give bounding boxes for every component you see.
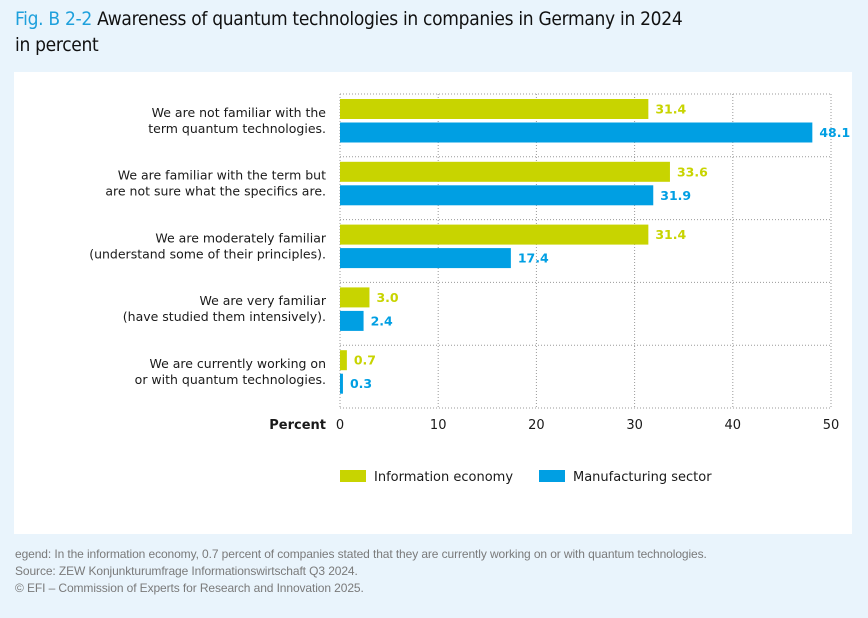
bar-manufacturing-sector: [340, 373, 343, 394]
x-tick-label: 50: [823, 418, 840, 433]
value-labels: 31.4 48.1 33.6 31.9 31.4 17.4 3.0 2.4 0.7 0.3: [350, 102, 850, 392]
category-label: We are very familiar: [199, 293, 326, 308]
legend-label: Information economy: [374, 470, 513, 485]
legend-label: Manufacturing sector: [573, 470, 712, 485]
value-label: 48.1: [819, 125, 850, 140]
bar-manufacturing-sector: [340, 185, 654, 206]
category-label: (understand some of their principles).: [89, 246, 326, 261]
x-tick-label: 10: [430, 418, 447, 433]
value-label: 0.7: [354, 353, 376, 368]
chart-panel: [14, 72, 852, 534]
figure-subtitle: in percent: [15, 34, 99, 56]
value-label: 31.4: [655, 227, 686, 242]
category-label: (have studied them intensively).: [123, 309, 326, 324]
value-label: 0.3: [350, 376, 372, 391]
legend-note: egend: In the information economy, 0.7 p…: [15, 547, 707, 561]
legend: Information economy Manufacturing sector: [340, 470, 712, 485]
bars: [340, 99, 813, 394]
x-tick-label: 30: [626, 418, 643, 433]
bar-information-economy: [340, 161, 670, 182]
category-label: We are not familiar with the: [152, 105, 327, 120]
figure-label: Fig. B 2-2: [15, 8, 92, 30]
footnote: egend: In the information economy, 0.7 p…: [15, 546, 707, 597]
figure-title-text: Awareness of quantum technologies in com…: [97, 8, 683, 30]
value-label: 31.9: [660, 188, 691, 203]
copyright-note: © EFI – Commission of Experts for Resear…: [15, 581, 364, 595]
bar-information-economy: [340, 287, 370, 308]
x-axis-label: Percent: [269, 418, 326, 433]
bar-information-economy: [340, 350, 347, 371]
bar-manufacturing-sector: [340, 310, 364, 331]
source-note: Source: ZEW Konjunkturumfrage Informatio…: [15, 564, 358, 578]
category-label: We are currently working on: [149, 356, 326, 371]
value-label: 31.4: [655, 102, 686, 117]
value-label: 17.4: [518, 251, 549, 266]
x-tick-label: 20: [528, 418, 545, 433]
value-label: 3.0: [376, 290, 398, 305]
category-label: We are familiar with the term but: [118, 168, 326, 183]
value-label: 33.6: [677, 164, 708, 179]
bar-information-economy: [340, 224, 649, 245]
figure-title: Fig. B 2-2 Awareness of quantum technolo…: [15, 6, 683, 58]
category-label: term quantum technologies.: [148, 121, 326, 136]
category-label: or with quantum technologies.: [135, 372, 326, 387]
bar-information-economy: [340, 99, 649, 119]
bar-manufacturing-sector: [340, 122, 813, 143]
value-label: 2.4: [371, 313, 393, 328]
category-label: We are moderately familiar: [155, 230, 326, 245]
legend-swatch-manufacturing-sector: [539, 470, 565, 482]
legend-swatch-information-economy: [340, 470, 366, 482]
category-label: are not sure what the specifics are.: [105, 184, 326, 199]
bar-manufacturing-sector: [340, 248, 511, 269]
x-tick-label: 40: [725, 418, 742, 433]
x-tick-labels: 0 10 20 30 40 50: [336, 418, 839, 433]
x-tick-label: 0: [336, 418, 344, 433]
